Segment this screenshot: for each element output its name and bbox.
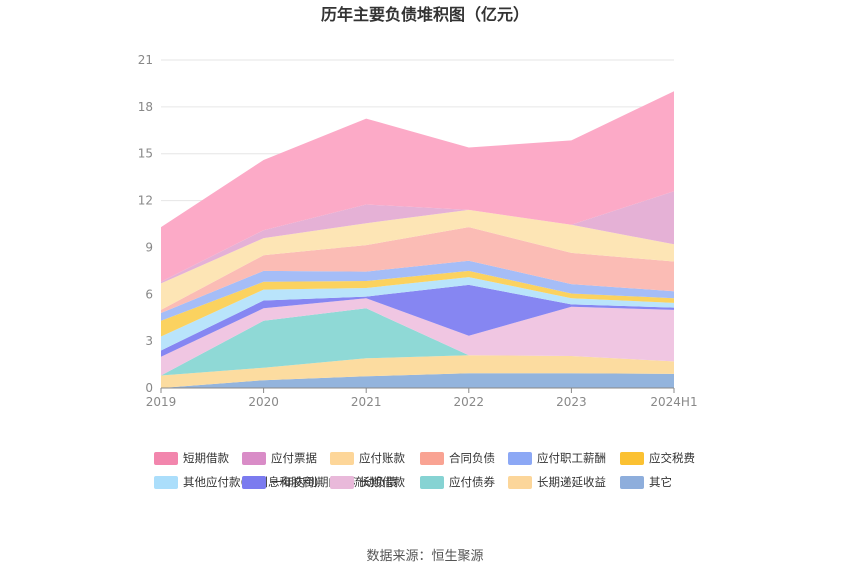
x-tick-label: 2022 <box>454 395 485 409</box>
legend[interactable]: 短期借款应付票据应付账款合同负债应付职工薪酬应交税费其他应付款(含利息和股利)一… <box>154 451 695 489</box>
legend-label: 长期递延收益 <box>537 475 606 489</box>
legend-item[interactable]: 合同负债 <box>420 451 495 465</box>
chart-title: 历年主要负债堆积图（亿元） <box>321 5 529 24</box>
legend-item[interactable]: 应付职工薪酬 <box>508 451 606 465</box>
source-note: 数据来源：恒生聚源 <box>366 549 483 564</box>
x-tick-label: 2024H1 <box>650 395 697 409</box>
legend-swatch <box>154 452 178 465</box>
y-tick-label: 15 <box>138 147 153 161</box>
legend-label: 合同负债 <box>449 451 495 465</box>
legend-item[interactable]: 应付票据 <box>242 451 317 465</box>
legend-swatch <box>242 452 266 465</box>
area-series-8 <box>161 227 674 313</box>
y-tick-label: 3 <box>145 334 153 348</box>
x-tick-label: 2021 <box>351 395 382 409</box>
legend-swatch <box>508 452 532 465</box>
area-series-11 <box>161 91 674 282</box>
area-series-2 <box>161 308 674 376</box>
x-tick-label: 2020 <box>248 395 279 409</box>
legend-label: 应付债券 <box>449 475 495 489</box>
area-series-9 <box>161 209 674 310</box>
legend-swatch <box>420 452 444 465</box>
legend-swatch <box>330 476 354 489</box>
area-series-0 <box>161 373 674 388</box>
legend-swatch <box>620 476 644 489</box>
legend-swatch <box>242 476 266 489</box>
legend-swatch <box>154 476 178 489</box>
legend-item[interactable]: 应付债券 <box>420 475 495 489</box>
area-series-1 <box>161 355 674 388</box>
legend-swatch <box>620 452 644 465</box>
legend-item[interactable]: 短期借款 <box>154 451 229 465</box>
legend-item[interactable]: 应付账款 <box>330 451 405 465</box>
area-series-5 <box>161 277 674 351</box>
y-tick-label: 6 <box>145 287 153 301</box>
legend-label: 短期借款 <box>183 451 229 465</box>
y-tick-label: 12 <box>138 194 153 208</box>
legend-swatch <box>508 476 532 489</box>
area-series-3 <box>161 298 674 376</box>
legend-label: 应付账款 <box>359 451 405 465</box>
legend-swatch <box>330 452 354 465</box>
legend-item[interactable]: 长期递延收益 <box>508 475 606 489</box>
legend-item[interactable]: 其它 <box>620 475 672 489</box>
x-tick-label: 2019 <box>146 395 177 409</box>
y-tick-label: 21 <box>138 53 153 67</box>
stacked-areas <box>161 91 674 388</box>
y-tick-label: 18 <box>138 100 153 114</box>
x-tick-label: 2023 <box>556 395 587 409</box>
axes: 0 3 6 9 12 15 18 21 2019 2020 2021 2022 2023 2024H1 <box>138 53 698 409</box>
area-series-10 <box>161 191 674 284</box>
area-series-7 <box>161 260 674 321</box>
legend-item[interactable]: 应交税费 <box>620 451 695 465</box>
legend-label: 其它 <box>649 475 672 489</box>
legend-label: 长期借款 <box>359 475 405 489</box>
area-series-6 <box>161 270 674 337</box>
area-series-4 <box>161 284 674 357</box>
y-tick-label: 9 <box>145 240 153 254</box>
y-tick-label: 0 <box>145 381 153 395</box>
legend-swatch <box>420 476 444 489</box>
legend-label: 应交税费 <box>649 451 695 465</box>
legend-label: 应付票据 <box>271 451 317 465</box>
legend-item[interactable]: 长期借款 <box>330 475 405 489</box>
legend-label: 应付职工薪酬 <box>537 451 606 465</box>
